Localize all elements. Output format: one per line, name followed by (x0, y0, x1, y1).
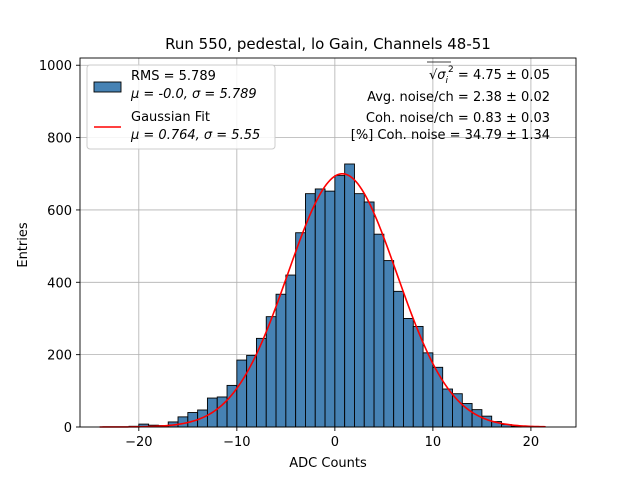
legend-entry-1-line-1: RMS = 5.789 (131, 69, 216, 84)
legend-entry-2-line-2: μ = 0.764, σ = 5.55 (130, 128, 260, 143)
histogram-bar (314, 188, 326, 428)
histogram-bar (471, 409, 483, 428)
x-axis-label: ADC Counts (289, 456, 367, 471)
gaussian-fit (99, 172, 546, 428)
histogram-bar (412, 325, 424, 428)
histogram-bar (363, 201, 375, 428)
y-tick-label: 1000 (39, 59, 72, 74)
histogram-bar (246, 354, 257, 428)
plot-frame (79, 57, 577, 428)
x-tick-label: −20 (125, 435, 152, 450)
annotation-sigma-sup: 2 (448, 65, 454, 75)
x-axis-ticks: −20 −10 0 10 20 (125, 427, 539, 450)
x-tick-label: 10 (425, 435, 442, 450)
legend-entry-1-line-2: μ = -0.0, σ = 5.789 (130, 87, 257, 102)
noise-annotations: √σi2 = 4.75 ± 0.05 Avg. noise/ch = 2.38 … (351, 61, 550, 143)
annotation-sigma-symbol: σ (437, 68, 446, 83)
histogram-bar (432, 366, 444, 428)
legend-entry-2-line-1: Gaussian Fit (131, 110, 210, 125)
histogram-bar (383, 260, 395, 428)
histogram-bar (305, 193, 316, 428)
annotation-coh-noise: Coh. noise/ch = 0.83 ± 0.03 (366, 111, 550, 126)
annotation-avg-noise: Avg. noise/ch = 2.38 ± 0.02 (367, 90, 550, 105)
y-tick-label: 200 (47, 349, 72, 364)
histogram-bar (265, 316, 277, 428)
histogram-bar (236, 359, 248, 428)
histogram-bar (442, 388, 453, 428)
annotation-sigma: √σi2 = 4.75 ± 0.05 (429, 65, 550, 86)
histogram-bar (285, 274, 297, 428)
histogram-bar (177, 416, 189, 428)
legend-bar-swatch (93, 81, 122, 93)
y-tick-label: 600 (47, 204, 72, 219)
y-tick-label: 400 (47, 276, 72, 291)
histogram-bar (344, 163, 355, 428)
x-tick-label: 20 (523, 435, 540, 450)
gaussian-fit-curve (99, 172, 546, 428)
histogram-bar (295, 232, 306, 428)
annotation-sigma-sub: i (446, 76, 449, 86)
histogram-bar (452, 393, 463, 428)
annotation-coh-noise-percent: [%] Coh. noise = 34.79 ± 1.34 (351, 128, 550, 143)
y-axis-ticks: 0 200 400 600 800 1000 (39, 59, 80, 436)
histogram-bar (324, 190, 336, 428)
x-tick-label: −10 (223, 435, 250, 450)
legend-entry-2-line-2-text: μ = 0.764, σ = 5.55 (130, 128, 260, 143)
histogram-bars (128, 163, 522, 428)
histogram-bar (393, 290, 404, 428)
histogram-bar (373, 233, 385, 428)
legend-entry-1-line-2-text: μ = -0.0, σ = 5.789 (130, 87, 257, 102)
annotation-sigma-root: √ (429, 68, 438, 83)
legend: RMS = 5.789 μ = -0.0, σ = 5.789 Gaussian… (86, 64, 276, 150)
histogram-bar (422, 352, 434, 428)
x-tick-label: 0 (331, 435, 339, 450)
histogram-bar (354, 193, 365, 428)
annotation-sigma-value: = 4.75 ± 0.05 (454, 68, 550, 83)
chart-title: Run 550, pedestal, lo Gain, Channels 48-… (165, 35, 491, 53)
histogram-bar (275, 293, 287, 428)
y-tick-label: 0 (64, 421, 72, 436)
y-axis-label: Entries (16, 222, 31, 268)
legend-frame (86, 64, 276, 150)
histogram-bar (334, 175, 346, 428)
histogram-bar (403, 318, 414, 428)
y-tick-label: 800 (47, 132, 72, 147)
